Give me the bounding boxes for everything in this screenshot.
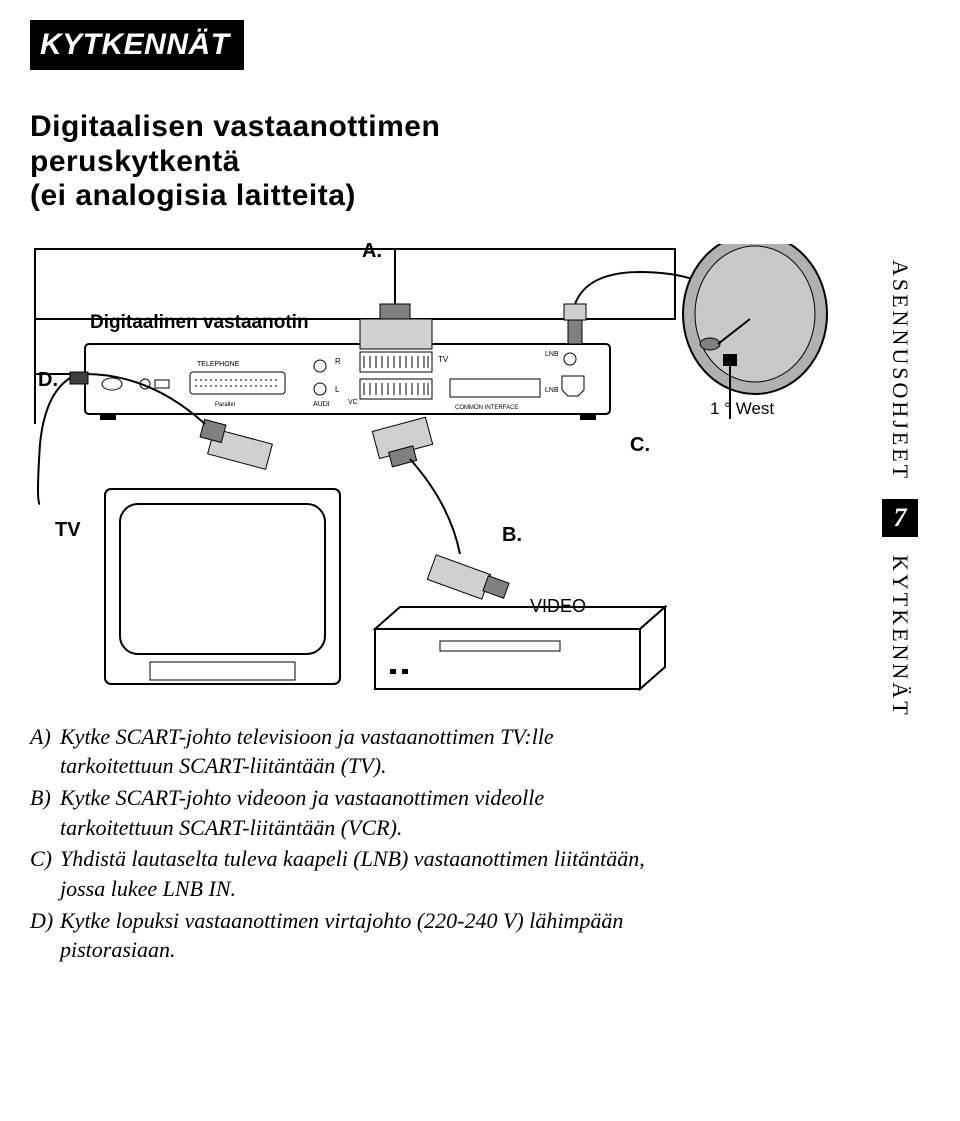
side-text-top: ASENNUSOHJEET [887,260,913,481]
receiver [85,344,610,420]
scart-plug-vcr [427,554,509,598]
connection-diagram: R L AUDI TV VC LNB LNB TELEPHONE Paralle… [30,244,840,704]
page-header-text: KYTKENNÄT [40,28,230,61]
label-tv: TV [55,519,81,542]
title-line3: (ei analogisia laitteita) [30,179,910,214]
title-line1: Digitaalisen vastaanottimen [30,110,910,145]
label-receiver: Digitaalinen vastaanotin [90,312,309,334]
page-number-badge: 7 [882,499,918,537]
instruction-text: Kytke SCART-johto televisioon ja vastaan… [60,722,650,781]
instruction-list: A) Kytke SCART-johto televisioon ja vast… [30,722,650,966]
svg-text:Parallel: Parallel [215,402,235,408]
instruction-text: Kytke lopuksi vastaanottimen virtajohto … [60,906,650,965]
svg-text:LNB: LNB [545,387,559,394]
scart-plug-b-top [372,417,432,467]
common-interface-label: COMMON INTERFACE [455,405,518,411]
svg-text:TELEPHONE: TELEPHONE [197,361,240,368]
lnb-plug [564,304,586,344]
label-d: D. [38,369,58,392]
instruction-c: C) Yhdistä lautaselta tuleva kaapeli (LN… [30,844,650,903]
title-line2: peruskytkentä [30,145,910,180]
scart-plug-a [360,304,432,349]
label-video: VIDEO [530,596,586,617]
side-text-bottom: KYTKENNÄT [887,555,913,718]
tv-set [105,489,340,684]
main-title: Digitaalisen vastaanottimen peruskytkent… [30,110,910,214]
svg-text:L: L [335,385,340,394]
svg-text:AUDI: AUDI [313,401,330,408]
label-c: C. [630,434,650,457]
instruction-tag: C) [30,844,60,903]
side-column: ASENNUSOHJEET 7 KYTKENNÄT [880,260,920,718]
instruction-d: D) Kytke lopuksi vastaanottimen virtajoh… [30,906,650,965]
svg-text:TV: TV [438,355,449,364]
scart-plug-tv [200,419,272,469]
vcr [375,607,665,689]
label-b: B. [502,524,522,547]
instruction-tag: B) [30,783,60,842]
instruction-text: Kytke SCART-johto videoon ja vastaanotti… [60,783,650,842]
svg-text:LNB: LNB [545,351,559,358]
instruction-b: B) Kytke SCART-johto videoon ja vastaano… [30,783,650,842]
instruction-tag: D) [30,906,60,965]
instruction-tag: A) [30,722,60,781]
page-header: KYTKENNÄT [30,20,244,70]
instruction-a: A) Kytke SCART-johto televisioon ja vast… [30,722,650,781]
label-a: A. [362,240,382,263]
svg-text:VC: VC [348,399,358,406]
satellite-dish [683,244,827,419]
label-satellite: 1 ° West [710,399,774,419]
svg-text:R: R [335,357,341,366]
instruction-text: Yhdistä lautaselta tuleva kaapeli (LNB) … [60,844,650,903]
